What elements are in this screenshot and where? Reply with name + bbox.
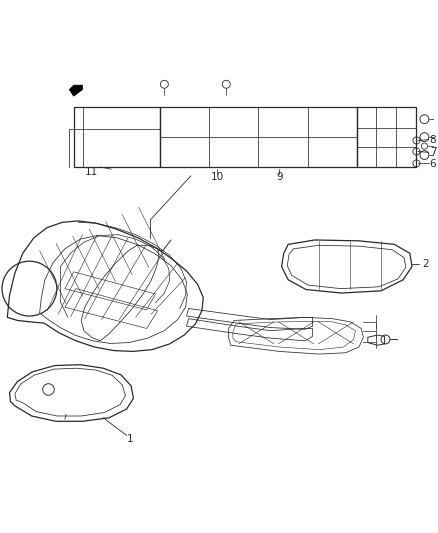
Text: 8: 8 (430, 134, 436, 144)
Text: 9: 9 (276, 172, 283, 182)
Text: 6: 6 (430, 159, 436, 169)
Text: 1: 1 (127, 434, 133, 444)
Text: 10: 10 (211, 172, 224, 182)
Polygon shape (69, 85, 82, 96)
Text: 11: 11 (85, 167, 98, 177)
Text: 2: 2 (422, 259, 429, 269)
Text: 7: 7 (430, 148, 436, 157)
